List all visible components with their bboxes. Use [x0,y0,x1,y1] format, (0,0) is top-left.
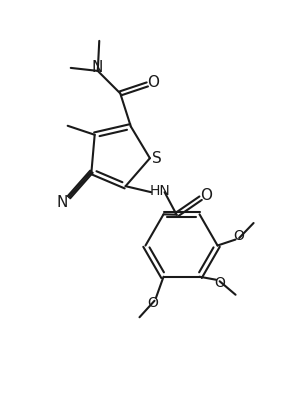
Text: O: O [200,188,212,203]
Text: HN: HN [150,184,171,198]
Text: O: O [147,76,159,90]
Text: O: O [148,296,158,310]
Text: N: N [92,60,103,75]
Text: N: N [57,195,68,210]
Text: O: O [214,276,225,290]
Text: O: O [234,229,245,243]
Text: S: S [152,151,161,166]
